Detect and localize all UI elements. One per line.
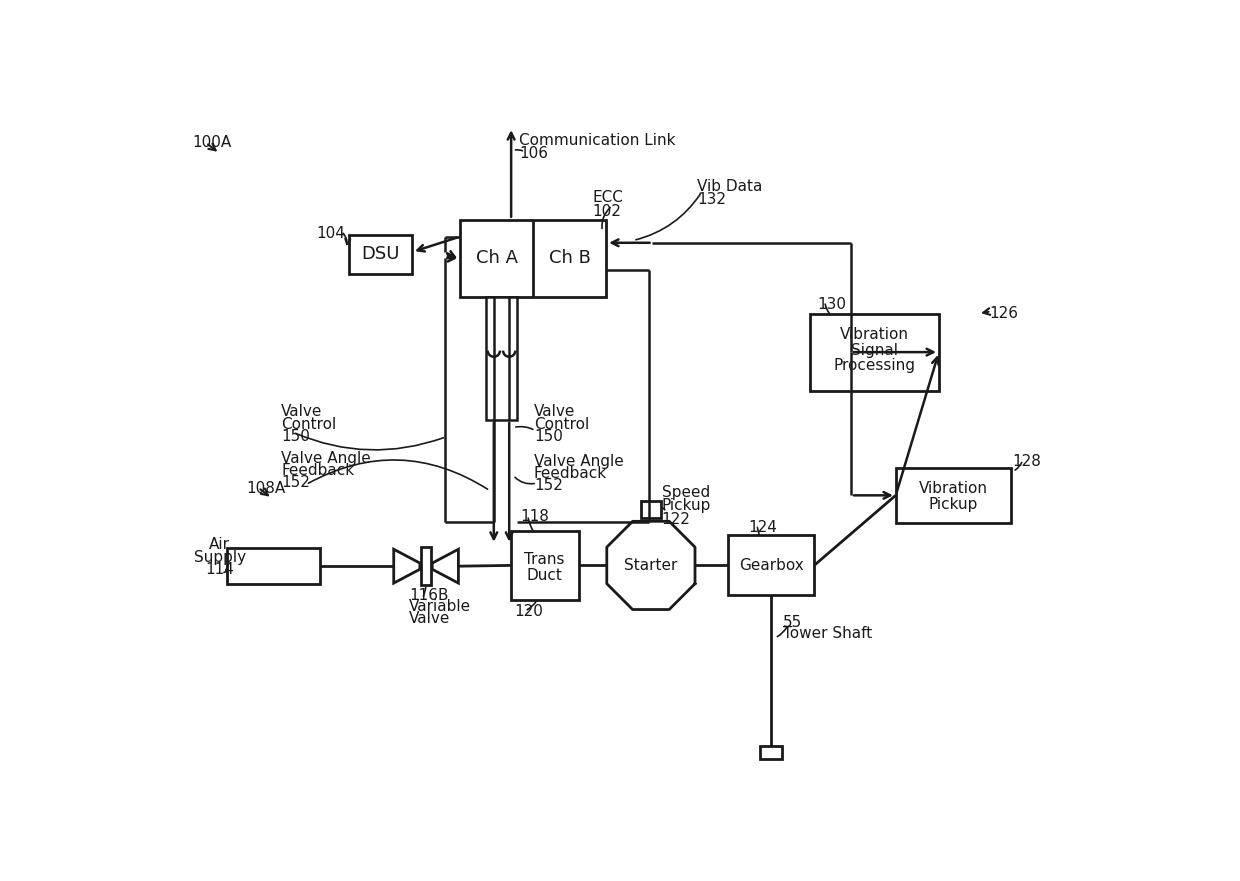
Text: Feedback: Feedback <box>534 466 608 481</box>
Text: Valve Angle: Valve Angle <box>534 454 624 469</box>
Text: 126: 126 <box>990 306 1019 321</box>
Text: 100A: 100A <box>192 135 232 150</box>
Bar <box>350 235 412 274</box>
Bar <box>641 500 661 518</box>
Text: 122: 122 <box>662 512 691 527</box>
Text: Supply: Supply <box>193 550 246 565</box>
Text: 118: 118 <box>520 509 549 524</box>
Bar <box>227 549 320 584</box>
Text: Speed: Speed <box>662 485 711 500</box>
Bar <box>810 314 939 390</box>
Text: Control: Control <box>534 417 589 432</box>
Bar <box>895 468 1012 523</box>
Text: Feedback: Feedback <box>281 463 355 478</box>
Text: Valve: Valve <box>534 404 575 419</box>
Text: 150: 150 <box>534 429 563 444</box>
Text: Valve: Valve <box>281 404 322 419</box>
Text: Trans: Trans <box>525 552 565 567</box>
Text: Pickup: Pickup <box>662 498 711 513</box>
Text: Communication Link: Communication Link <box>518 133 676 148</box>
Text: 104: 104 <box>316 226 346 241</box>
Bar <box>460 219 606 297</box>
Text: 116B: 116B <box>409 588 449 603</box>
Text: Valve: Valve <box>409 611 450 626</box>
Text: Duct: Duct <box>527 567 563 582</box>
Text: Vibration: Vibration <box>919 482 988 497</box>
Bar <box>420 547 432 586</box>
Bar <box>728 536 815 596</box>
Text: 128: 128 <box>1013 454 1042 469</box>
Polygon shape <box>394 549 420 583</box>
Text: ECC: ECC <box>593 190 624 205</box>
Text: 124: 124 <box>748 520 776 535</box>
Text: 130: 130 <box>817 297 846 312</box>
Text: Vibration: Vibration <box>839 328 909 343</box>
Text: 106: 106 <box>518 145 548 160</box>
Bar <box>760 746 781 759</box>
Text: 55: 55 <box>782 615 802 630</box>
Text: 150: 150 <box>281 429 310 444</box>
Text: 114: 114 <box>206 562 234 577</box>
Text: Tower Shaft: Tower Shaft <box>782 626 872 641</box>
Text: 102: 102 <box>593 204 621 219</box>
Text: Valve Angle: Valve Angle <box>281 451 371 466</box>
Text: 132: 132 <box>697 192 727 207</box>
Text: Pickup: Pickup <box>929 497 978 512</box>
Polygon shape <box>606 522 694 610</box>
Text: 152: 152 <box>534 478 563 493</box>
Text: Processing: Processing <box>833 359 915 374</box>
Text: Ch B: Ch B <box>549 249 590 267</box>
Text: 108A: 108A <box>247 482 286 497</box>
Text: Air: Air <box>210 537 231 552</box>
Text: Variable: Variable <box>409 598 471 613</box>
Text: Gearbox: Gearbox <box>739 558 804 573</box>
Text: Starter: Starter <box>624 558 677 573</box>
Text: Vib Data: Vib Data <box>697 179 763 194</box>
Text: 152: 152 <box>281 476 310 491</box>
Text: DSU: DSU <box>361 245 399 263</box>
Text: Signal: Signal <box>851 343 898 358</box>
Text: Ch A: Ch A <box>475 249 517 267</box>
Polygon shape <box>433 549 459 583</box>
Bar <box>486 297 517 420</box>
Text: Control: Control <box>281 417 336 432</box>
Text: 120: 120 <box>515 603 543 619</box>
Bar <box>511 530 579 600</box>
